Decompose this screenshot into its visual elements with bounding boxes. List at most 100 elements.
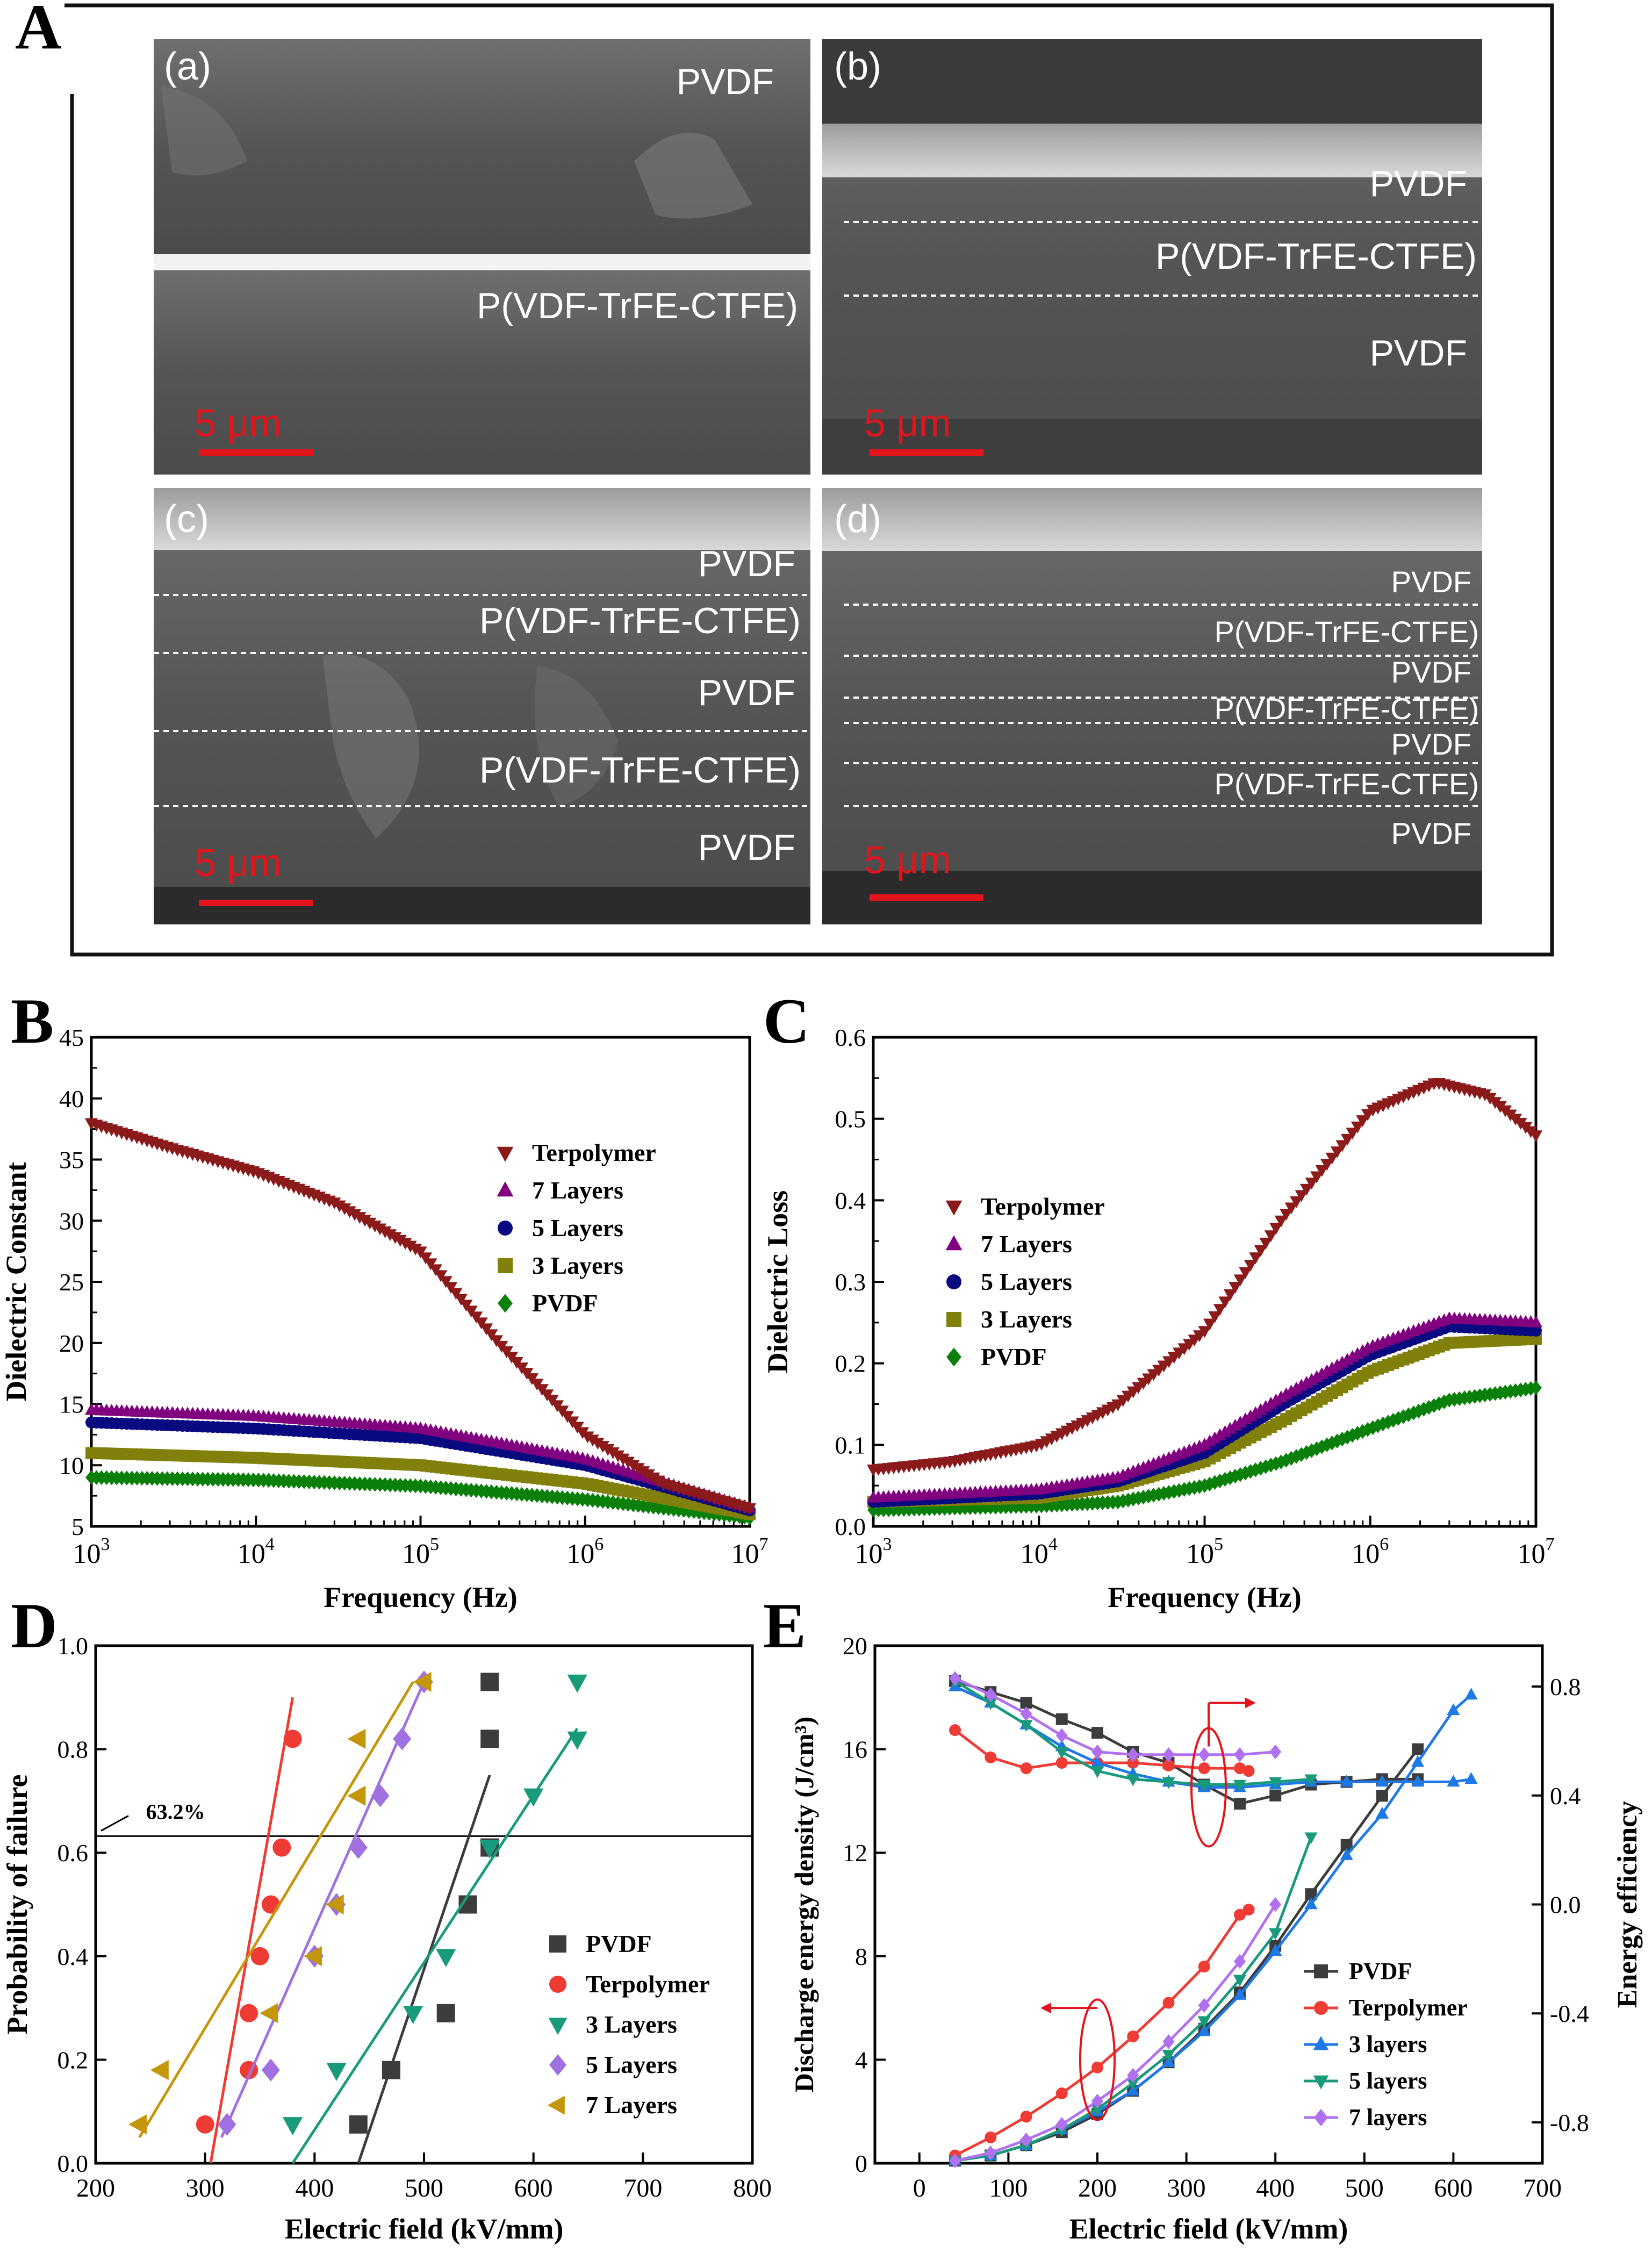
data-point	[616, 1453, 630, 1466]
efficiency-point	[1340, 1775, 1353, 1787]
data-point	[631, 1463, 645, 1475]
y-tick-label: 5	[71, 1513, 84, 1540]
energy-line	[954, 1836, 1312, 2162]
x-tick-label: 400	[295, 2174, 334, 2202]
legend-label: 3 layers	[1349, 2031, 1427, 2057]
data-point	[434, 1270, 448, 1282]
y-tick-label: 0.2	[58, 2046, 89, 2073]
legend-marker	[1314, 2108, 1328, 2127]
data-point	[1356, 1115, 1369, 1128]
plot-frame	[94, 1644, 754, 2165]
x-tick-label: 105	[402, 1534, 439, 1569]
y-tick-label: 12	[843, 1839, 867, 1867]
efficiency-point	[1020, 1706, 1032, 1721]
legend-label: 3 Layers	[981, 1305, 1072, 1333]
data-point	[424, 1258, 437, 1271]
efficiency-point	[1269, 1777, 1282, 1789]
data-point	[743, 1503, 757, 1516]
energy-point	[1340, 1839, 1353, 1851]
efficiency-point	[1091, 1744, 1103, 1760]
efficiency-arrow-head	[1245, 1697, 1256, 1709]
data-point	[349, 1836, 368, 1859]
x-tick-label: 105	[1186, 1534, 1223, 1569]
data-point	[449, 1288, 463, 1300]
fit-line	[357, 1774, 491, 2164]
series-terpolymer	[196, 1697, 302, 2164]
x-tick-label: 300	[1167, 2174, 1206, 2202]
y-tick-label: 0.6	[835, 1024, 866, 1051]
fit-line	[209, 1697, 295, 2164]
sem-panel-id: (b)	[834, 45, 881, 88]
data-point	[1269, 1393, 1283, 1405]
efficiency-point	[1162, 1777, 1175, 1789]
legend-label: 7 layers	[1349, 2104, 1427, 2130]
x-tick-label: 107	[731, 1534, 768, 1569]
data-point	[1254, 1403, 1267, 1415]
x-tick-label: 200	[1078, 2174, 1117, 2202]
data-point	[1203, 1318, 1217, 1331]
y-tick-label: 20	[843, 1632, 867, 1660]
x-tick-label: 106	[1352, 1534, 1389, 1569]
data-point	[1198, 1438, 1211, 1450]
energy-point	[1304, 1897, 1318, 1910]
efficiency-point	[1304, 1774, 1318, 1786]
energy-point	[1233, 1975, 1247, 1987]
sem-panel-id: (d)	[834, 498, 881, 541]
data-point	[596, 1441, 609, 1453]
data-point	[1218, 1425, 1232, 1437]
energy-point	[1233, 1987, 1247, 2000]
data-point	[1264, 1396, 1277, 1409]
data-point	[581, 1431, 594, 1444]
efficiency-point	[1197, 1780, 1211, 1792]
legend-label: 5 Layers	[532, 1214, 623, 1242]
data-point	[1233, 1416, 1247, 1428]
x-tick-label: 500	[1345, 2174, 1384, 2202]
efficiency-point	[1090, 1766, 1104, 1778]
sem-panel-b: (b) PVDF P(VDF-TrFE-CTFE) PVDF 5 μm	[822, 39, 1482, 475]
y-tick-label: 8	[855, 1943, 867, 1970]
data-point	[429, 1264, 442, 1276]
data-point	[479, 1323, 493, 1336]
data-point	[1315, 1165, 1328, 1177]
data-point	[1274, 1215, 1288, 1228]
efficiency-point	[1162, 1760, 1175, 1772]
data-point	[1229, 1418, 1242, 1431]
scale-bar-label: 5 μm	[195, 402, 282, 445]
efficiency-point	[1126, 1774, 1140, 1786]
data-point	[1249, 1406, 1262, 1418]
series-7-layers	[866, 1311, 1543, 1503]
sem-layer-label: P(VDF-TrFE-CTFE)	[477, 285, 798, 326]
data-point	[621, 1456, 635, 1469]
data-point	[382, 2061, 400, 2079]
sem-layer-label: PVDF	[698, 827, 795, 868]
legend-label: 7 Layers	[586, 2091, 677, 2119]
data-point	[1259, 1237, 1273, 1250]
data-point	[480, 1730, 499, 1748]
fit-line	[138, 1681, 414, 2139]
data-point	[436, 2004, 455, 2022]
y-tick-label: 0.0	[58, 2150, 89, 2177]
data-point	[1259, 1400, 1273, 1412]
energy-point	[1412, 1743, 1424, 1755]
sem-layer-label: PVDF	[1391, 655, 1471, 689]
scale-bar	[199, 900, 313, 906]
data-point	[1249, 1252, 1262, 1265]
energy-point	[1020, 2132, 1032, 2148]
legend-marker	[497, 1181, 514, 1197]
data-point	[1346, 1128, 1359, 1140]
y-tick-label: 0.5	[835, 1106, 866, 1133]
data-point	[647, 1472, 660, 1484]
data-point	[627, 1460, 640, 1472]
x-tick-label: 106	[566, 1534, 604, 1569]
data-point	[1325, 1152, 1339, 1165]
legend-marker	[946, 1274, 961, 1289]
y-tick-label: 16	[843, 1736, 867, 1763]
legend-label: 3 Layers	[586, 2011, 677, 2038]
data-point	[1530, 1380, 1542, 1395]
data-point	[403, 2006, 423, 2025]
data-point	[1530, 1325, 1542, 1337]
efficiency-point	[1269, 1744, 1282, 1760]
legend-marker	[498, 1258, 513, 1273]
data-point	[459, 1300, 473, 1312]
y-tick-label: 15	[59, 1391, 84, 1418]
